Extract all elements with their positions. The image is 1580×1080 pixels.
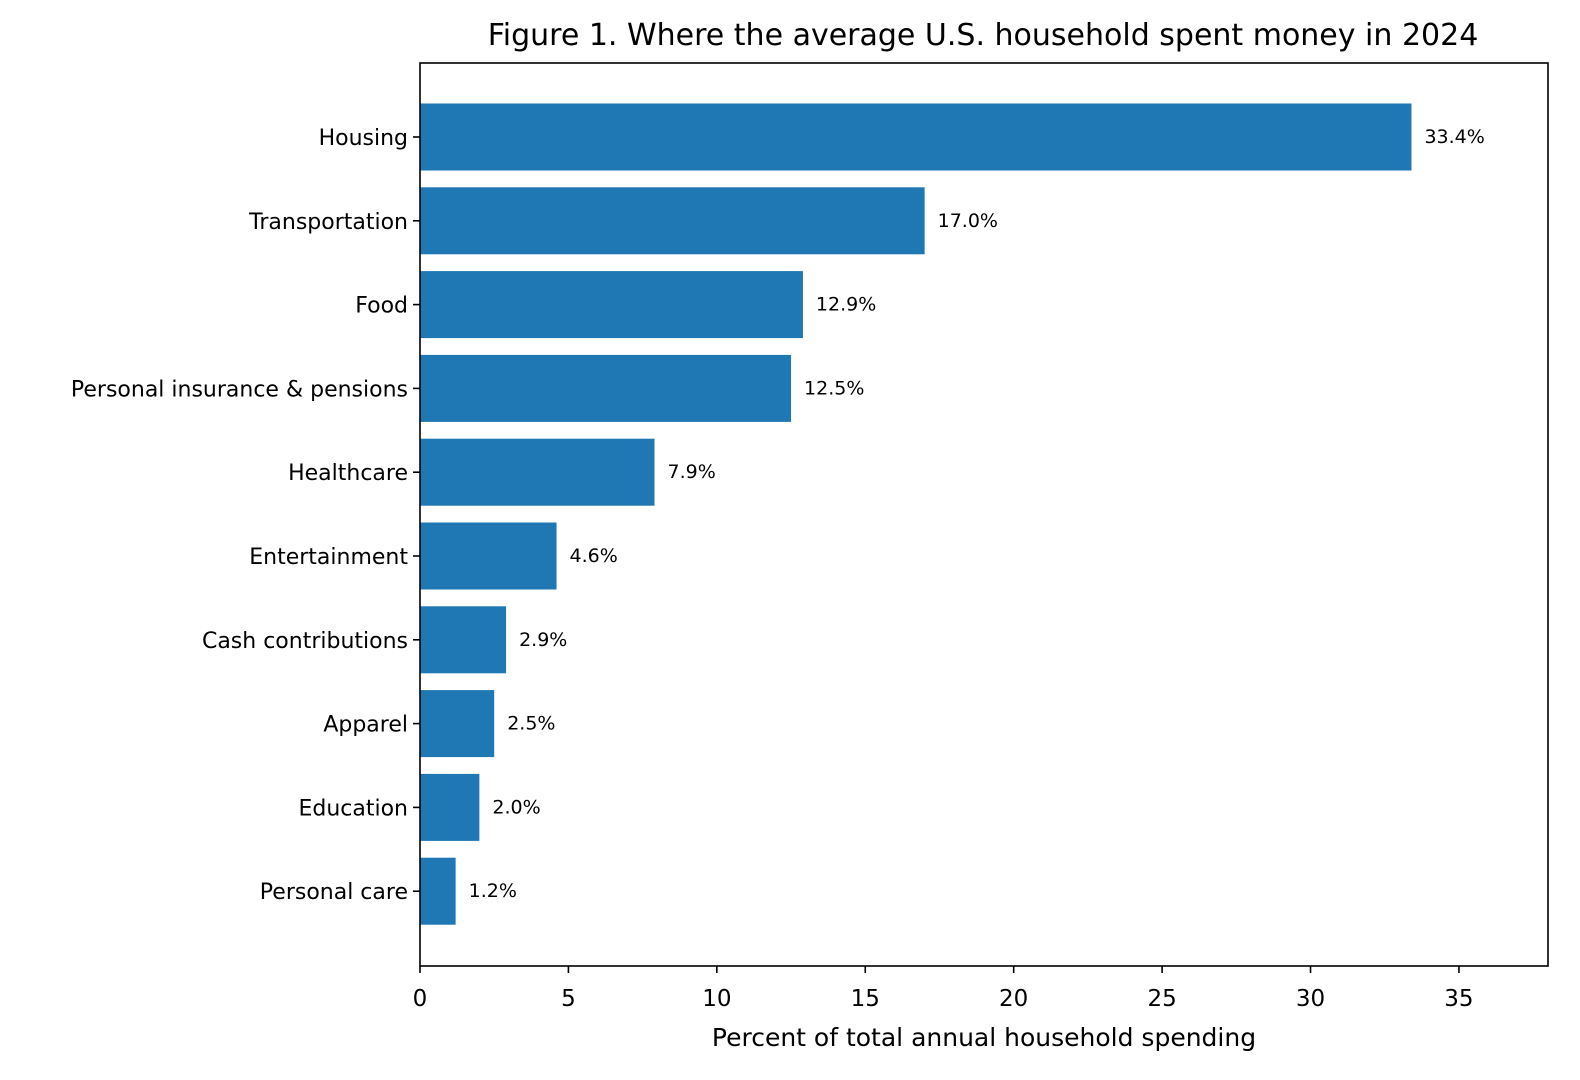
bar-food [420, 271, 803, 339]
x-axis-label: Percent of total annual household spendi… [712, 1023, 1256, 1052]
data-label-entertainment: 4.6% [570, 545, 618, 567]
category-label-transportation: Transportation [248, 210, 408, 235]
plot-frame [419, 62, 1549, 967]
x-tick-label-25: 25 [1147, 986, 1176, 1012]
x-tick-label-10: 10 [702, 986, 731, 1012]
bar-healthcare [420, 438, 655, 506]
x-tick-label-15: 15 [851, 986, 880, 1012]
bar-cash-contributions [420, 606, 507, 674]
data-label-apparel: 2.5% [507, 713, 555, 735]
category-label-apparel: Apparel [323, 713, 408, 738]
category-label-entertainment: Entertainment [249, 545, 408, 570]
bar-apparel [420, 690, 495, 758]
x-tick-label-5: 5 [561, 986, 576, 1012]
x-tick-label-0: 0 [413, 986, 428, 1012]
data-label-housing: 33.4% [1424, 126, 1484, 148]
bar-entertainment [420, 522, 557, 590]
data-label-personal-insurance-and-pensions: 12.5% [804, 377, 864, 399]
category-label-cash-contributions: Cash contributions [202, 629, 408, 654]
category-label-personal-care: Personal care [260, 880, 408, 905]
x-axis: 0 5 10 15 20 25 30 35 [413, 966, 1474, 1012]
data-label-personal-care: 1.2% [469, 880, 517, 902]
data-label-transportation: 17.0% [938, 210, 998, 232]
x-tick-label-30: 30 [1296, 986, 1325, 1012]
data-label-education: 2.0% [492, 796, 540, 818]
bar-housing [420, 103, 1412, 171]
x-tick-label-20: 20 [999, 986, 1028, 1012]
category-label-personal-insurance-and-pensions: Personal insurance & pensions [71, 377, 408, 402]
bar-personal-care [420, 857, 456, 925]
bar-education [420, 773, 480, 841]
data-label-healthcare: 7.9% [668, 461, 716, 483]
y-axis: Housing Transportation Food Personal insura… [71, 126, 420, 905]
chart-title: Figure 1. Where the average U.S. househo… [488, 18, 1479, 53]
x-tick-label-35: 35 [1444, 986, 1473, 1012]
category-label-food: Food [355, 294, 408, 319]
bar-personal-insurance-and-pensions [420, 354, 792, 422]
bars-layer [420, 103, 1412, 925]
category-label-education: Education [298, 796, 408, 821]
data-label-cash-contributions: 2.9% [519, 629, 567, 651]
data-labels-layer: 33.4% 17.0% 12.9% 12.5% 7.9% 4.6% 2.9% 2.5% 2.0%… [469, 126, 1485, 902]
data-label-food: 12.9% [816, 294, 876, 316]
bar-transportation [420, 187, 925, 255]
category-label-housing: Housing [319, 126, 408, 151]
category-label-healthcare: Healthcare [288, 461, 408, 486]
